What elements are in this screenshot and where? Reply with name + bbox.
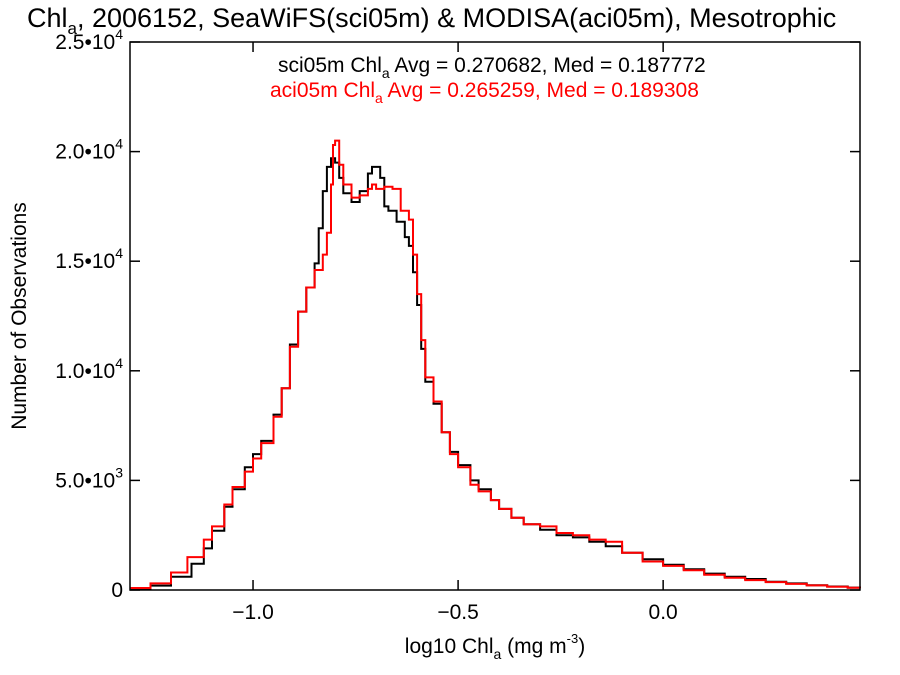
y-tick-label: 2.0•104 [55, 136, 123, 164]
plot-series [130, 139, 861, 590]
series-line-1 [130, 139, 861, 589]
x-axis-label: log10 Chla (mg m-3) [405, 631, 585, 662]
chart-title: Chla, 2006152, SeaWiFS(sci05m) & MODISA(… [27, 3, 836, 38]
x-tick-label: 0.0 [649, 601, 678, 624]
series-line-0 [130, 157, 861, 590]
legend-annotation-sci05m: sci05m Chla Avg = 0.270682, Med = 0.1877… [278, 54, 706, 81]
x-tick-label: −0.5 [437, 601, 478, 624]
plot-frame [129, 41, 861, 591]
legend-annotation-aci05m: aci05m Chla Avg = 0.265259, Med = 0.1893… [270, 79, 699, 106]
y-axis-ticks: 0 5.0•103 1.0•104 1.5•104 2.0•104 2.5•104 [55, 26, 860, 602]
y-tick-label: 2.5•104 [55, 26, 123, 54]
y-tick-label: 5.0•103 [55, 464, 123, 492]
x-axis-ticks: −1.0 −0.5 0.0 [232, 42, 678, 624]
y-axis-label: Number of Observations [8, 202, 31, 430]
x-tick-label: −1.0 [232, 601, 273, 624]
y-tick-label: 1.0•104 [55, 355, 123, 383]
y-tick-label: 0 [111, 579, 123, 602]
y-tick-label: 1.5•104 [55, 245, 123, 273]
